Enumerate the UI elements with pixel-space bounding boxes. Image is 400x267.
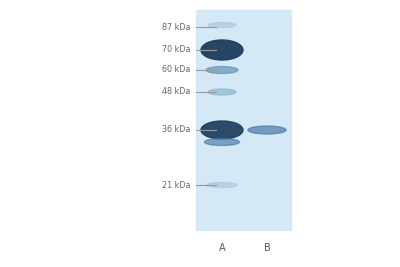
Text: 21 kDa: 21 kDa bbox=[162, 180, 190, 190]
Ellipse shape bbox=[208, 22, 236, 28]
Bar bbox=[196, 10, 291, 230]
Text: 48 kDa: 48 kDa bbox=[162, 88, 190, 96]
Ellipse shape bbox=[207, 183, 237, 187]
Ellipse shape bbox=[208, 89, 236, 95]
Text: 60 kDa: 60 kDa bbox=[162, 65, 190, 74]
Ellipse shape bbox=[201, 40, 243, 60]
Text: 87 kDa: 87 kDa bbox=[162, 22, 190, 32]
Ellipse shape bbox=[204, 139, 240, 146]
Text: 36 kDa: 36 kDa bbox=[162, 125, 190, 135]
Text: 70 kDa: 70 kDa bbox=[162, 45, 190, 54]
Ellipse shape bbox=[201, 121, 243, 139]
Ellipse shape bbox=[206, 66, 238, 73]
Ellipse shape bbox=[248, 126, 286, 134]
Text: B: B bbox=[264, 243, 270, 253]
Text: A: A bbox=[219, 243, 225, 253]
